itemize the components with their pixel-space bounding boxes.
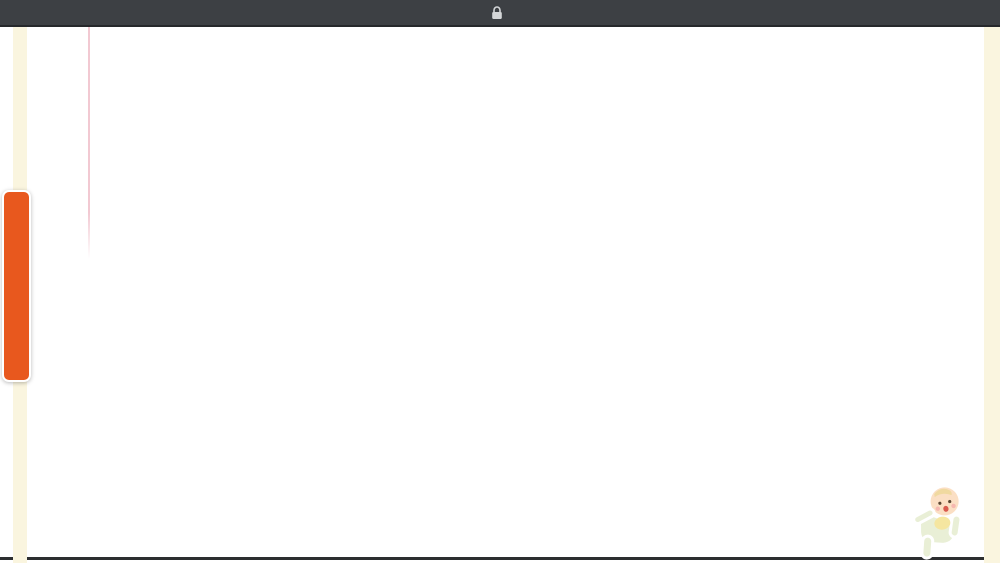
content-left-border [88, 27, 90, 259]
baby-mascot-icon [912, 484, 970, 560]
lock-icon [491, 5, 502, 19]
bottom-divider [0, 557, 1000, 560]
browser-bar[interactable] [0, 0, 1000, 27]
page-edge-right [984, 27, 1000, 563]
feedback-tab-button[interactable] [2, 190, 31, 382]
